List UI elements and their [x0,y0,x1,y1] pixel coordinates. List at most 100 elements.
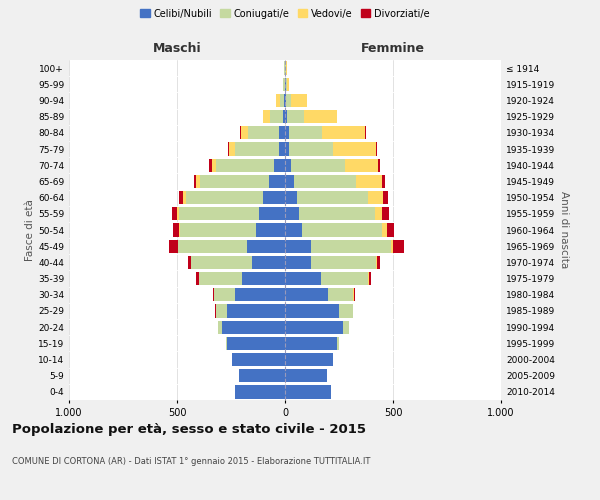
Bar [214,288,235,302]
Bar [285,240,311,253]
Bar [280,94,284,107]
Bar [212,158,216,172]
Bar [227,336,285,350]
Bar [382,175,385,188]
Bar [285,336,337,350]
Bar [365,126,366,140]
Bar [227,304,285,318]
Bar [285,386,331,398]
Bar [369,272,371,285]
Bar [286,62,287,74]
Bar [354,288,355,302]
Bar [228,142,229,156]
Bar [274,158,285,172]
Bar [287,78,289,91]
Bar [263,110,270,124]
Bar [286,78,287,91]
Bar [269,175,285,188]
Bar [285,288,328,302]
Bar [200,175,269,188]
Bar [285,126,289,140]
Bar [289,126,322,140]
Bar [293,175,356,188]
Bar [216,304,227,318]
Bar [339,304,353,318]
Bar [169,240,178,253]
Bar [283,78,284,91]
Bar [179,224,180,236]
Bar [377,256,380,269]
Y-axis label: Fasce di età: Fasce di età [25,199,35,261]
Bar [376,256,377,269]
Bar [337,336,338,350]
Bar [285,142,289,156]
Bar [285,110,287,124]
Bar [285,369,327,382]
Bar [289,142,332,156]
Bar [191,256,251,269]
Bar [382,207,389,220]
Bar [185,191,263,204]
Bar [393,240,404,253]
Bar [229,142,235,156]
Bar [285,207,299,220]
Bar [184,191,185,204]
Bar [292,158,346,172]
Bar [199,272,242,285]
Bar [209,158,212,172]
Bar [378,158,380,172]
Text: Maschi: Maschi [152,42,202,55]
Bar [343,320,349,334]
Bar [285,256,311,269]
Bar [235,288,285,302]
Bar [285,158,292,172]
Bar [259,207,285,220]
Bar [179,207,259,220]
Bar [368,272,369,285]
Bar [239,369,285,382]
Bar [285,320,343,334]
Bar [285,78,286,91]
Bar [292,94,307,107]
Bar [299,207,374,220]
Bar [322,126,365,140]
Bar [346,158,378,172]
Bar [178,240,247,253]
Bar [356,175,382,188]
Bar [215,304,216,318]
Bar [328,288,353,302]
Bar [285,224,302,236]
Bar [248,126,278,140]
Bar [287,110,304,124]
Bar [216,158,274,172]
Bar [311,256,376,269]
Bar [304,110,337,124]
Bar [353,288,354,302]
Bar [278,126,285,140]
Bar [302,224,382,236]
Bar [386,224,394,236]
Bar [178,207,179,220]
Bar [332,142,376,156]
Bar [251,256,285,269]
Bar [285,304,339,318]
Text: Popolazione per età, sesso e stato civile - 2015: Popolazione per età, sesso e stato civil… [12,422,366,436]
Bar [376,142,377,156]
Bar [382,224,386,236]
Bar [212,288,214,302]
Bar [285,353,332,366]
Bar [368,191,383,204]
Bar [235,386,285,398]
Bar [172,207,178,220]
Bar [232,353,285,366]
Bar [235,142,278,156]
Bar [285,175,293,188]
Bar [297,191,368,204]
Text: Femmine: Femmine [361,42,425,55]
Bar [194,175,196,188]
Bar [218,320,223,334]
Bar [285,94,286,107]
Bar [311,240,391,253]
Bar [285,272,320,285]
Text: COMUNE DI CORTONA (AR) - Dati ISTAT 1° gennaio 2015 - Elaborazione TUTTITALIA.IT: COMUNE DI CORTONA (AR) - Dati ISTAT 1° g… [12,458,370,466]
